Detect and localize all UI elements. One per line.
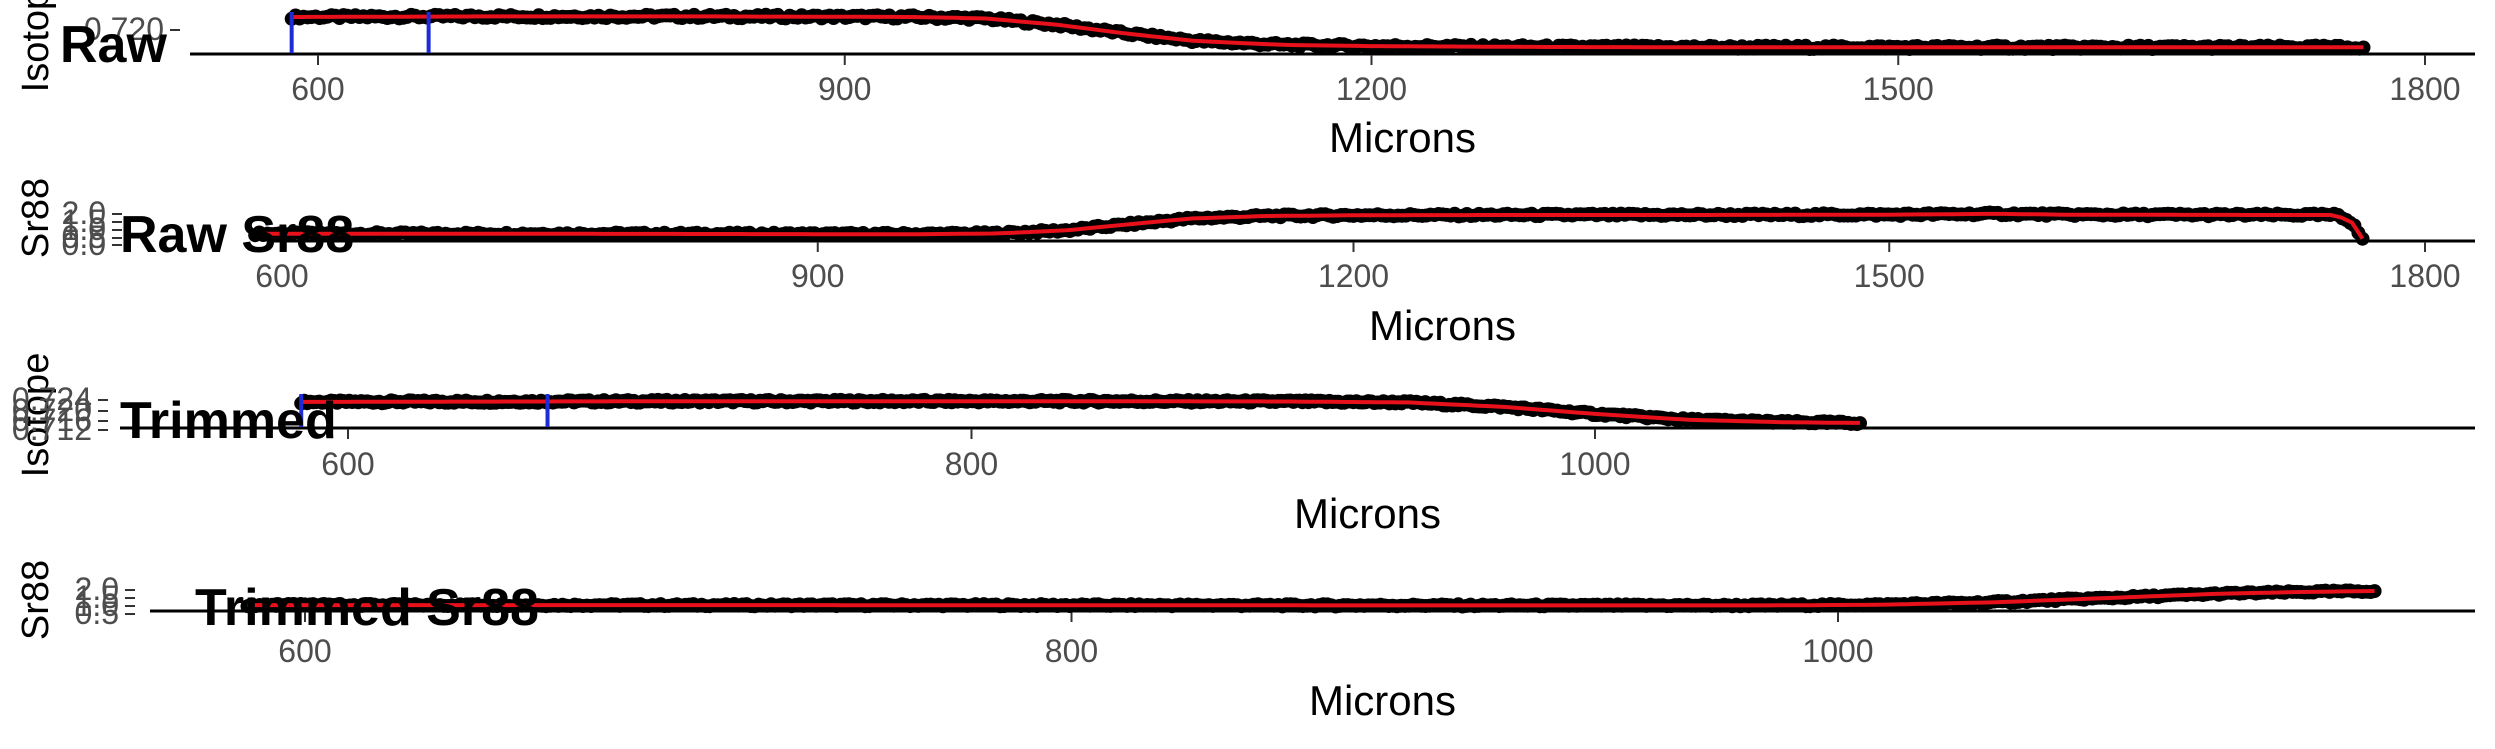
y-tick-label: 1.0 <box>75 587 119 623</box>
y-tick-label: 0.712 <box>12 411 92 447</box>
x-tick-label: 600 <box>278 633 331 669</box>
x-tick-label: 1200 <box>1336 71 1407 107</box>
y-tick-label: 0.5 <box>75 595 119 631</box>
y-tick-label: 0.724 <box>12 381 92 417</box>
panel-title: Raw <box>60 16 167 74</box>
smoothed-line <box>291 14 2364 50</box>
y-tick-label: 0.720 <box>84 11 164 47</box>
y-axis-title: Isotope <box>15 0 57 92</box>
x-tick-label: 900 <box>818 71 871 107</box>
y-tick-label: 0.720 <box>12 392 92 428</box>
y-tick-label: 2.0 <box>75 571 119 607</box>
panel-title: Trimmed Sr88 <box>195 579 539 637</box>
x-tick-label: 600 <box>321 446 374 482</box>
x-tick-label: 1000 <box>1802 633 1873 669</box>
x-tick-label: 600 <box>291 71 344 107</box>
x-tick-label: 800 <box>1045 633 1098 669</box>
x-tick-label: 1000 <box>1559 446 1630 482</box>
y-tick-label: 0.716 <box>12 402 92 438</box>
panel-2: 600 900 1200 1500 1800 Microns Sr88 2.01.51.00.… <box>15 178 2475 349</box>
y-tick-label: 1.5 <box>75 579 119 615</box>
y-tick-label: 2.0 <box>62 195 106 231</box>
x-tick-label: 1800 <box>2389 258 2460 294</box>
y-axis-title: Isotope <box>15 353 57 478</box>
smoothed-line <box>247 589 2375 608</box>
panel-title: Trimmed <box>120 392 337 450</box>
x-axis-title: Microns <box>1294 490 1441 537</box>
x-tick-label: 600 <box>255 258 308 294</box>
x-tick-label: 900 <box>791 258 844 294</box>
x-tick-label: 1800 <box>2389 71 2460 107</box>
smoothed-line <box>301 399 1860 425</box>
y-tick-label: 1.0 <box>62 211 106 247</box>
y-tick-label: 0.0 <box>62 226 106 262</box>
x-axis-title: Microns <box>1309 677 1456 724</box>
y-tick-label: 0.5 <box>62 219 106 255</box>
y-axis-title: Sr88 <box>15 178 57 258</box>
x-axis-title: Microns <box>1369 302 1516 349</box>
panel-4: 600 800 1000 Microns Sr88 2.01.51.00.5 Trimmed… <box>15 560 2475 724</box>
x-axis-title: Microns <box>1329 114 1476 161</box>
y-axis-title: Sr88 <box>15 560 57 640</box>
scatter-points <box>294 392 1867 432</box>
panel-title: Raw Sr88 <box>120 206 354 264</box>
x-tick-label: 1500 <box>1863 71 1934 107</box>
smoothed-line <box>255 211 2365 240</box>
scatter-points <box>240 583 2382 614</box>
x-tick-label: 1200 <box>1318 258 1389 294</box>
x-tick-label: 800 <box>945 446 998 482</box>
x-tick-label: 1500 <box>1854 258 1925 294</box>
y-tick-label: 1.5 <box>62 203 106 239</box>
panel-3: 600 800 1000 Microns Isotope0.7240.7200.7160… <box>12 353 2475 537</box>
